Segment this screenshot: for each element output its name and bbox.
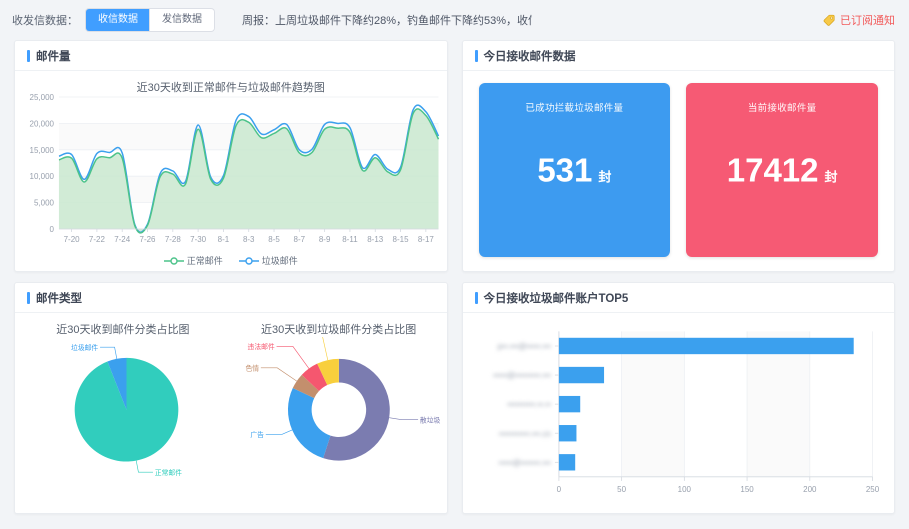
svg-text:散垃圾: 散垃圾: [420, 415, 441, 424]
card-header: 今日接收垃圾邮件账户TOP5: [462, 283, 894, 313]
legend-line-icon: [238, 256, 259, 265]
svg-text:•••••@•••••••.•••: •••••@•••••••.•••: [498, 458, 550, 467]
card-title: 今日接收邮件数据: [483, 50, 576, 63]
svg-text:100: 100: [677, 485, 691, 494]
stat-unit: 封: [598, 169, 612, 185]
svg-text:8-9: 8-9: [319, 235, 331, 244]
tag-icon: [823, 14, 835, 26]
svg-text:违法邮件: 违法邮件: [247, 342, 274, 351]
card-header: 今日接收邮件数据: [462, 41, 894, 71]
svg-text:7-24: 7-24: [114, 235, 131, 244]
subscribe-label: 已订阅通知: [840, 15, 895, 27]
svg-text:10,000: 10,000: [30, 172, 55, 181]
card-title: 邮件类型: [36, 292, 82, 305]
svg-text:广告: 广告: [250, 430, 264, 439]
svg-text:8-1: 8-1: [218, 235, 230, 244]
svg-text:p••.•••@•••••.•••: p••.•••@•••••.•••: [497, 342, 550, 351]
legend-line-icon: [163, 256, 184, 265]
stat-value-row: 17412 封: [686, 154, 878, 187]
card-mail-volume: 邮件量 近30天收到正常邮件与垃圾邮件趋势图 0 5,000 10,000 15,00…: [14, 40, 448, 272]
pie-chart-row: 近30天收到邮件分类占比图 正常邮件 垃圾邮件 近30天收到垃圾邮件分类占比图 散…: [15, 313, 447, 513]
legend-item-normal[interactable]: 正常邮件: [163, 254, 223, 267]
toggle-received-data[interactable]: 收信数据: [86, 9, 150, 31]
accent-bar-icon: [474, 49, 478, 62]
data-direction-toggle[interactable]: 收信数据 发信数据: [86, 9, 214, 31]
card-title: 今日接收垃圾邮件账户TOP5: [483, 292, 629, 305]
toolbar-label: 收发信数据：: [12, 15, 78, 27]
card-header: 邮件类型: [15, 283, 447, 313]
stat-card-current-received[interactable]: 当前接收邮件量 17412 封: [686, 83, 878, 257]
top5-bar-chart[interactable]: 0 50 100 150 200 250 p••.•••@•••••.••• •••••@••…: [463, 313, 895, 514]
svg-text:150: 150: [740, 485, 754, 494]
svg-text:7-22: 7-22: [89, 235, 106, 244]
svg-text:垃圾邮件: 垃圾邮件: [71, 343, 98, 352]
svg-text:••••••••••.••.••: ••••••••••.••.••: [507, 400, 551, 409]
accent-bar-icon: [27, 49, 30, 62]
stat-card-row: 已成功拦截垃圾邮件量 531 封 当前接收邮件量 17412 封: [463, 71, 895, 271]
chart-title: 近30天收到邮件分类占比图: [56, 324, 190, 336]
stat-card-intercepted-spam[interactable]: 已成功拦截垃圾邮件量 531 封: [478, 83, 671, 257]
subscribe-notice-button[interactable]: 已订阅通知: [823, 12, 895, 28]
chart-title: 近30天收到垃圾邮件分类占比图: [261, 324, 417, 336]
svg-text:7-28: 7-28: [165, 235, 182, 244]
svg-text:•••••@•••••••••.•••: •••••@•••••••••.•••: [493, 371, 551, 380]
svg-text:15,000: 15,000: [30, 146, 55, 155]
svg-text:20,000: 20,000: [30, 119, 55, 128]
svg-text:色情: 色情: [245, 364, 259, 373]
chart-title: 近30天收到正常邮件与垃圾邮件趋势图: [136, 82, 325, 94]
trend-legend: 正常邮件 垃圾邮件: [15, 254, 447, 267]
svg-text:0: 0: [50, 225, 55, 234]
stat-value: 531: [537, 151, 593, 189]
card-top5-accounts: 今日接收垃圾邮件账户TOP5 0 50 100 150 200 250 p••.•••@••…: [461, 282, 895, 514]
svg-text:25,000: 25,000: [30, 93, 55, 102]
svg-text:7-30: 7-30: [190, 235, 207, 244]
svg-text:5,000: 5,000: [34, 199, 55, 208]
card-today-received: 今日接收邮件数据 已成功拦截垃圾邮件量 531 封 当前接收邮件量 17412: [461, 40, 895, 272]
card-mail-type: 邮件类型 近30天收到邮件分类占比图 正常邮件 垃圾邮件 近30天收到垃圾邮件分类…: [14, 282, 448, 514]
accent-bar-icon: [27, 291, 30, 304]
svg-text:7-20: 7-20: [64, 235, 81, 244]
accent-bar-icon: [474, 291, 478, 304]
card-body: 0 50 100 150 200 250 p••.•••@•••••.••• •••••@••…: [463, 313, 895, 514]
card-header: 邮件量: [15, 41, 447, 71]
svg-text:正常邮件: 正常邮件: [155, 468, 182, 477]
svg-text:8-5: 8-5: [268, 235, 280, 244]
top-toolbar: 收发信数据： 收信数据 发信数据 周报：上周垃圾邮件下降约28%，钓鱼邮件下降约…: [0, 0, 909, 40]
card-body: 近30天收到邮件分类占比图 正常邮件 垃圾邮件 近30天收到垃圾邮件分类占比图 散…: [15, 313, 447, 513]
pie-chart-mail-category[interactable]: 近30天收到邮件分类占比图 正常邮件 垃圾邮件: [15, 313, 231, 513]
svg-text:0: 0: [556, 485, 561, 494]
donut-svg: 散垃圾广告色情违法邮件钓鱼: [245, 326, 441, 461]
svg-text:8-15: 8-15: [393, 235, 410, 244]
card-title: 邮件量: [36, 50, 71, 63]
legend-label: 正常邮件: [186, 256, 223, 266]
svg-text:50: 50: [617, 485, 626, 494]
trend-chart[interactable]: 0 5,000 10,000 15,000 20,000 25,000 7-20 7-22 7-…: [15, 71, 447, 271]
legend-label: 垃圾邮件: [261, 256, 298, 266]
card-body: 已成功拦截垃圾邮件量 531 封 当前接收邮件量 17412 封: [463, 71, 895, 271]
toggle-sent-data[interactable]: 发信数据: [150, 9, 214, 31]
dashboard-grid: 邮件量 近30天收到正常邮件与垃圾邮件趋势图 0 5,000 10,000 15,00…: [0, 40, 909, 524]
trend-chart-svg: 0 5,000 10,000 15,000 20,000 25,000 7-20 7-22 7-…: [30, 93, 440, 244]
pie-svg: 正常邮件 垃圾邮件: [71, 343, 182, 477]
svg-text:8-3: 8-3: [243, 235, 255, 244]
svg-text:8-13: 8-13: [367, 235, 384, 244]
stat-label: 已成功拦截垃圾邮件量: [525, 103, 624, 114]
svg-text:200: 200: [803, 485, 817, 494]
stat-label: 当前接收邮件量: [747, 103, 817, 114]
svg-text:8-11: 8-11: [342, 235, 358, 244]
svg-text:8-7: 8-7: [294, 235, 306, 244]
stat-value: 17412: [726, 151, 819, 189]
pie-chart-spam-category[interactable]: 近30天收到垃圾邮件分类占比图 散垃圾广告色情违法邮件钓鱼: [231, 313, 447, 513]
stat-value-row: 531 封: [479, 154, 671, 187]
svg-text:250: 250: [865, 485, 879, 494]
weekly-report-text: 周报：上周垃圾邮件下降约28%，钓鱼邮件下降约53%，收信总: [242, 15, 532, 27]
legend-item-spam[interactable]: 垃圾邮件: [238, 254, 298, 267]
svg-text:•••••••••••.•••.cn: •••••••••••.•••.cn: [498, 429, 550, 438]
svg-text:8-17: 8-17: [418, 235, 435, 244]
svg-text:7-26: 7-26: [140, 235, 157, 244]
stat-unit: 封: [824, 169, 838, 185]
card-body: 近30天收到正常邮件与垃圾邮件趋势图 0 5,000 10,000 15,000 20,…: [15, 71, 447, 271]
